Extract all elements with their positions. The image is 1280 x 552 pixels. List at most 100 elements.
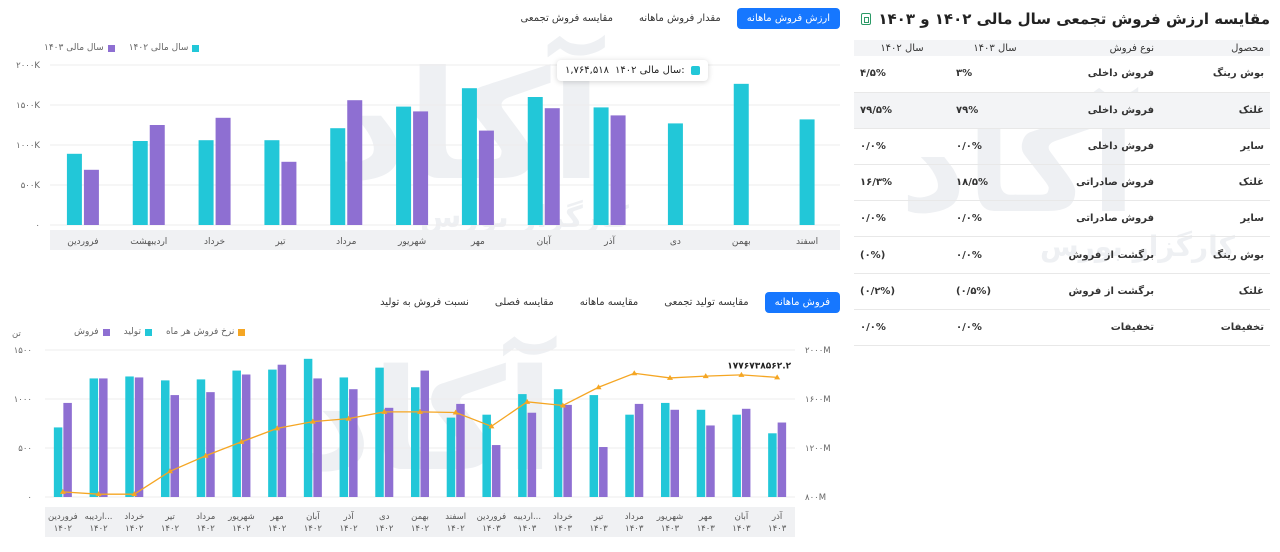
- cell-year-1403: (۰/۵%): [950, 273, 1040, 310]
- table-row: ۷۹/۵% ۷۹% فروش داخلی غلتک: [854, 92, 1270, 129]
- cell-year-1403: ۰/۰%: [950, 128, 1040, 166]
- bar-1402: [461, 88, 477, 225]
- bar-sales: [277, 364, 287, 497]
- top-x-tick-label: فروردین: [67, 237, 98, 247]
- top-y-tick-label: ۵۰۰K: [21, 181, 41, 191]
- bottom-x-tick-month: اردیبه...: [513, 512, 541, 522]
- cell-sales-type: فروش صادراتی: [1040, 164, 1160, 202]
- cell-year-1403: ۰/۰%: [950, 200, 1040, 238]
- table-header-row: سال ۱۴۰۲ سال ۱۴۰۳ نوع فروش محصول: [854, 40, 1270, 56]
- top-y-tick-label: ۲۰۰۰K: [16, 61, 40, 71]
- bottom-y-right-tick-label: ۲۰۰۰M: [805, 346, 831, 356]
- sales-rate-point: [667, 374, 673, 380]
- cell-year-1402: (۰%): [854, 236, 950, 274]
- bar-production: [661, 402, 670, 497]
- bar-production: [339, 377, 349, 497]
- legend-item-1403[interactable]: سال مالی ۱۴۰۳: [44, 43, 115, 53]
- bar-production: [768, 433, 777, 497]
- top-x-tick-label: اسفند: [796, 237, 818, 247]
- sales-rate-point: [309, 418, 316, 424]
- header-sales-type[interactable]: نوع فروش: [1040, 40, 1160, 56]
- bottom-x-tick-year: ۱۴۰۳: [625, 524, 644, 534]
- bar-1403: [478, 130, 494, 225]
- document-icon[interactable]: [861, 13, 871, 25]
- top-chart-legend: سال مالی ۱۴۰۲ سال مالی ۱۴۰۳: [44, 43, 200, 53]
- table-row: (۰%) ۰/۰% برگشت از فروش بوش رینگ: [854, 236, 1270, 274]
- bar-sales: [170, 395, 179, 497]
- bottom-x-tick-month: اسفند: [445, 512, 466, 522]
- legend-item-1402[interactable]: سال مالی ۱۴۰۲: [129, 43, 200, 53]
- bottom-x-axis-band: [45, 507, 795, 537]
- bottom-x-tick-month: آبان: [306, 510, 320, 522]
- cell-sales-type: فروش داخلی: [1040, 128, 1160, 166]
- bar-1402: [132, 141, 148, 225]
- bar-sales: [491, 445, 501, 497]
- tab-monthly-sales-quantity[interactable]: مقدار فروش ماهانه: [638, 13, 721, 24]
- bottom-x-tick-year: ۱۴۰۲: [375, 524, 394, 534]
- tab-seasonal-comparison[interactable]: مقایسه فصلی: [494, 297, 554, 308]
- sales-rate-point: [559, 402, 566, 408]
- bottom-x-tick-year: ۱۴۰۲: [339, 524, 358, 534]
- top-y-tick-label: ۱۵۰۰K: [16, 101, 40, 111]
- bottom-x-tick-year: ۱۴۰۲: [304, 524, 323, 534]
- cell-product: غلتک: [1160, 273, 1270, 310]
- tab-cumulative-production-comparison[interactable]: مقایسه تولید تجمعی: [664, 297, 749, 308]
- bottom-x-tick-year: ۱۴۰۳: [518, 524, 537, 534]
- cell-year-1402: ۰/۰%: [854, 128, 950, 166]
- bar-production: [446, 417, 456, 497]
- sales-comparison-table: سال ۱۴۰۲ سال ۱۴۰۳ نوع فروش محصول ۴/۵% ۳%…: [854, 40, 1270, 347]
- bar-sales: [599, 447, 608, 497]
- bottom-y-left-tick-label: ۵۰۰: [18, 444, 32, 454]
- bottom-x-tick-month: شهریور: [656, 512, 684, 522]
- bottom-x-tick-month: تیر: [164, 512, 175, 522]
- bottom-x-tick-month: شهریور: [227, 512, 255, 522]
- bar-sales: [99, 378, 108, 497]
- header-year-1403[interactable]: سال ۱۴۰۳: [950, 40, 1040, 56]
- sales-rate-point: [274, 425, 281, 431]
- legend-label-sales-rate: نرخ فروش هر ماه: [165, 327, 235, 337]
- cell-product: غلتک: [1160, 92, 1270, 129]
- tab-monthly-comparison[interactable]: مقایسه ماهانه: [579, 297, 639, 308]
- sales-rate-point: [631, 370, 638, 376]
- legend-item-sales[interactable]: فروش: [74, 327, 110, 337]
- bar-production: [411, 387, 420, 497]
- bar-production: [303, 358, 313, 497]
- cell-sales-type: تخفیفات: [1040, 309, 1160, 347]
- bar-production: [518, 394, 527, 497]
- top-y-tick-label: ۱۰۰۰K: [16, 141, 40, 151]
- bottom-x-tick-month: مهر: [698, 512, 712, 522]
- header-year-1402[interactable]: سال ۱۴۰۲: [854, 40, 950, 56]
- legend-label-1403: سال مالی ۱۴۰۳: [44, 43, 104, 53]
- bar-production: [732, 414, 741, 497]
- bottom-x-tick-year: ۱۴۰۲: [54, 524, 73, 534]
- bottom-x-tick-month: آذر: [771, 510, 783, 522]
- bar-1403: [281, 161, 297, 225]
- cell-sales-type: فروش داخلی: [1040, 56, 1160, 93]
- cell-year-1403: ۰/۰%: [950, 236, 1040, 274]
- bar-sales: [634, 403, 644, 497]
- last-value-label: ۱۷۷۶۷۳۸۵۶۲.۲: [727, 361, 791, 371]
- bar-1403: [83, 169, 99, 225]
- bar-sales: [741, 408, 751, 497]
- tab-monthly-sales[interactable]: فروش ماهانه: [764, 292, 840, 313]
- bottom-y-left-tick-label: ۱۵۰۰: [14, 346, 32, 356]
- bar-1402: [667, 123, 683, 225]
- top-x-tick-label: بهمن: [732, 237, 751, 247]
- bottom-x-tick-month: فروردین: [477, 512, 507, 522]
- tab-monthly-sales-value[interactable]: ارزش فروش ماهانه: [736, 8, 840, 29]
- cell-sales-type: برگشت از فروش: [1040, 273, 1160, 310]
- bar-1403: [149, 125, 165, 225]
- tab-cumulative-sales-comparison[interactable]: مقایسه فروش تجمعی: [520, 13, 613, 24]
- header-product[interactable]: محصول: [1160, 40, 1270, 56]
- bottom-x-tick-month: بهمن: [411, 512, 429, 522]
- legend-item-production[interactable]: تولید: [124, 327, 152, 337]
- bottom-x-tick-year: ۱۴۰۳: [589, 524, 608, 534]
- bar-sales: [456, 403, 465, 497]
- cell-year-1402: ۰/۰%: [854, 309, 950, 347]
- cell-year-1402: (۰/۲%): [854, 273, 950, 310]
- bar-1402: [527, 97, 543, 225]
- tab-sales-to-production-ratio[interactable]: نسبت فروش به تولید: [380, 297, 469, 308]
- legend-item-sales-rate[interactable]: نرخ فروش هر ماه: [165, 327, 246, 337]
- sales-rate-point: [381, 408, 388, 414]
- cell-product: بوش رینگ: [1160, 236, 1270, 274]
